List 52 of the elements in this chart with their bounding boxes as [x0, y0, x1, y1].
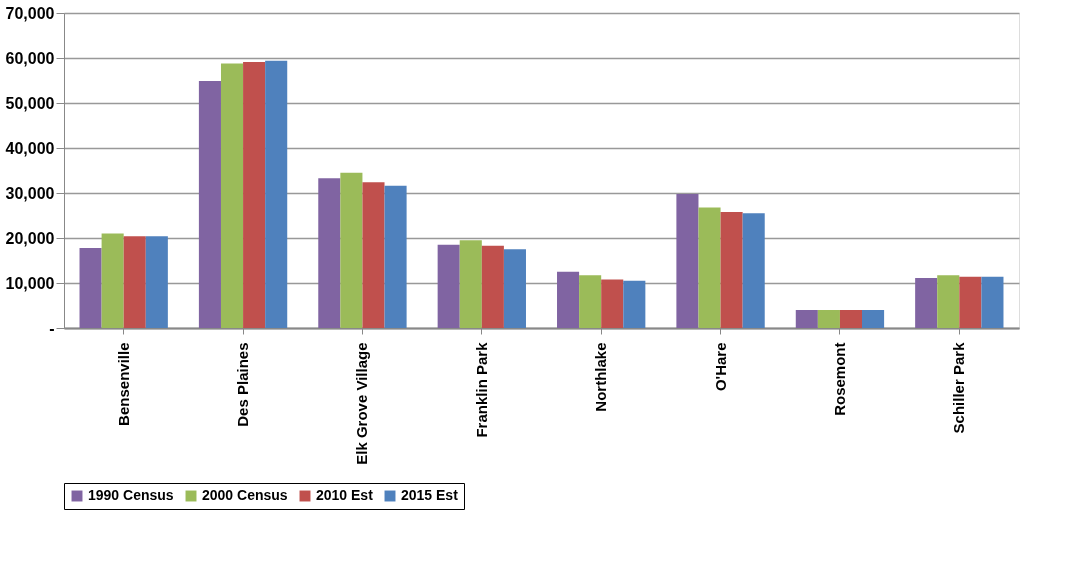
bar: [698, 207, 721, 328]
bar: [123, 236, 146, 328]
bar: [557, 271, 580, 328]
y-tick-label: 30,000: [5, 184, 55, 202]
bar: [601, 279, 624, 328]
bar: [795, 310, 818, 328]
x-tick-label: Rosemont: [830, 342, 848, 416]
bar: [503, 249, 526, 328]
bar: [145, 236, 168, 328]
bar: [579, 275, 602, 328]
legend-label: 2015 Est: [401, 487, 459, 503]
legend-label: 2000 Census: [202, 487, 288, 503]
legend-label: 2010 Est: [316, 487, 374, 503]
bar: [839, 310, 863, 328]
bar: [676, 193, 699, 328]
bar: [481, 245, 504, 328]
x-tick-label: Northlake: [592, 342, 610, 412]
x-tick-label: Bensenville: [114, 342, 132, 426]
bar: [959, 276, 982, 328]
bar: [384, 185, 407, 328]
bar: [862, 310, 885, 328]
y-tick-label: 40,000: [5, 139, 55, 157]
x-tick-label: Des Plaines: [234, 342, 252, 427]
y-tick-label: 10,000: [5, 274, 55, 292]
bar: [937, 275, 960, 328]
bar: [198, 80, 221, 328]
bar: [742, 213, 765, 328]
bar: [915, 278, 938, 328]
bar: [459, 240, 482, 328]
bar: [720, 211, 743, 328]
bar: [243, 62, 266, 328]
bar: [318, 178, 341, 328]
bar: [437, 244, 460, 328]
bar: [265, 60, 288, 328]
bar: [220, 63, 244, 328]
y-tick-label: -: [49, 319, 55, 337]
bar: [340, 172, 363, 328]
y-tick-label: 50,000: [5, 94, 55, 112]
x-tick-label: Schiller Park: [950, 341, 968, 434]
y-tick-label: 70,000: [5, 4, 55, 22]
x-tick-label: Franklin Park: [472, 341, 490, 438]
bar: [981, 276, 1004, 328]
bar: [817, 310, 840, 328]
bar: [79, 247, 102, 328]
bar: [623, 280, 646, 328]
x-tick-label: Elk Grove Village: [353, 342, 371, 465]
legend-label: 1990 Census: [88, 487, 174, 503]
y-tick-label: 20,000: [5, 229, 55, 247]
bar: [101, 233, 124, 328]
bar: [362, 182, 385, 328]
x-tick-label: O'Hare: [711, 342, 729, 392]
y-tick-label: 60,000: [5, 49, 55, 67]
